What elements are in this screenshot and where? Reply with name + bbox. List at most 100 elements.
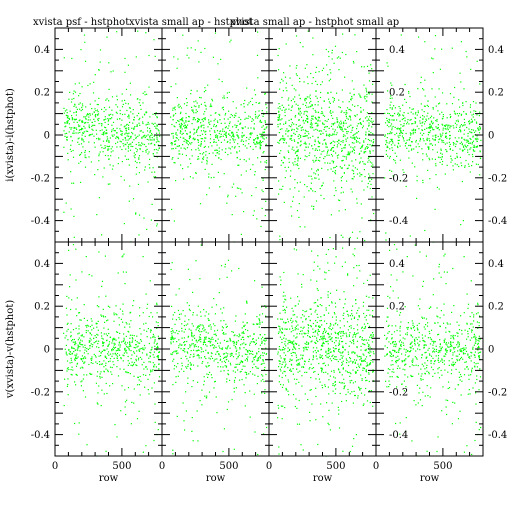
data-point xyxy=(300,144,302,146)
data-point xyxy=(243,134,245,136)
data-point xyxy=(338,126,341,128)
data-point xyxy=(372,310,374,312)
data-point xyxy=(348,325,350,328)
data-point xyxy=(311,105,313,107)
data-point xyxy=(108,119,110,121)
data-point xyxy=(216,149,218,151)
data-point xyxy=(369,363,371,365)
data-point xyxy=(417,151,419,154)
data-point xyxy=(138,349,140,351)
data-point xyxy=(456,156,458,159)
data-point xyxy=(334,166,336,168)
data-point xyxy=(346,131,348,133)
data-point xyxy=(241,343,243,345)
data-point xyxy=(331,160,333,162)
data-point xyxy=(153,39,155,41)
data-point xyxy=(281,104,283,106)
data-point xyxy=(83,116,85,118)
data-point xyxy=(149,131,151,133)
data-point xyxy=(193,112,195,114)
data-point xyxy=(64,378,66,380)
data-point xyxy=(432,129,434,131)
data-point xyxy=(361,337,363,339)
data-point xyxy=(472,135,474,137)
data-point xyxy=(357,141,359,143)
data-point xyxy=(446,164,448,166)
data-point xyxy=(244,99,246,102)
data-point xyxy=(471,132,473,134)
data-point xyxy=(220,308,222,310)
data-point xyxy=(91,125,93,127)
data-point xyxy=(335,345,337,347)
data-point xyxy=(362,144,364,146)
data-point xyxy=(180,131,182,133)
data-point xyxy=(99,377,101,379)
data-point xyxy=(192,119,194,121)
data-point xyxy=(185,391,187,393)
data-point xyxy=(108,141,110,143)
data-point xyxy=(454,112,456,114)
data-point xyxy=(66,139,68,141)
data-point xyxy=(200,122,202,124)
data-point xyxy=(418,128,420,130)
data-point xyxy=(188,308,190,310)
data-point xyxy=(365,348,367,350)
data-point xyxy=(201,133,204,135)
data-point xyxy=(91,108,93,110)
data-point xyxy=(463,138,465,140)
data-point xyxy=(234,346,236,348)
data-point xyxy=(72,149,74,152)
data-point xyxy=(367,157,369,159)
data-point xyxy=(284,361,286,363)
data-point xyxy=(105,132,107,134)
data-point xyxy=(256,352,258,354)
data-point xyxy=(217,342,219,344)
data-point xyxy=(423,105,426,107)
data-point xyxy=(364,163,366,165)
data-point xyxy=(445,132,447,135)
data-point xyxy=(291,106,293,108)
data-point xyxy=(422,115,424,117)
data-point xyxy=(78,328,80,330)
data-point xyxy=(366,112,368,114)
data-point xyxy=(338,210,340,212)
data-point xyxy=(446,124,448,126)
data-point xyxy=(473,144,475,146)
data-point xyxy=(216,120,219,122)
data-point xyxy=(118,341,120,343)
data-point xyxy=(361,359,363,361)
data-point xyxy=(214,32,217,34)
data-point xyxy=(393,105,395,107)
data-point xyxy=(196,110,198,113)
data-point xyxy=(183,420,185,422)
data-point xyxy=(257,367,259,369)
data-point xyxy=(349,450,351,453)
data-point xyxy=(99,151,101,153)
data-point xyxy=(278,346,280,348)
data-point xyxy=(135,137,137,139)
data-point xyxy=(386,137,388,139)
data-point xyxy=(157,355,159,357)
data-point xyxy=(190,364,192,366)
data-point xyxy=(411,141,413,143)
data-point xyxy=(464,165,466,167)
data-point xyxy=(70,335,72,337)
data-point xyxy=(317,299,319,301)
data-point xyxy=(175,132,177,134)
data-point xyxy=(105,382,107,385)
data-point xyxy=(229,347,231,349)
data-point xyxy=(105,364,107,367)
data-point xyxy=(77,356,79,358)
data-point xyxy=(371,112,373,114)
data-point xyxy=(347,391,349,393)
data-point xyxy=(142,131,144,133)
data-point xyxy=(459,148,461,150)
data-point xyxy=(210,374,212,376)
data-point xyxy=(308,106,310,108)
data-point xyxy=(221,348,223,350)
data-point xyxy=(195,260,197,262)
data-point xyxy=(141,136,143,138)
data-point xyxy=(84,150,86,152)
data-point xyxy=(235,366,237,368)
data-point xyxy=(158,338,160,340)
